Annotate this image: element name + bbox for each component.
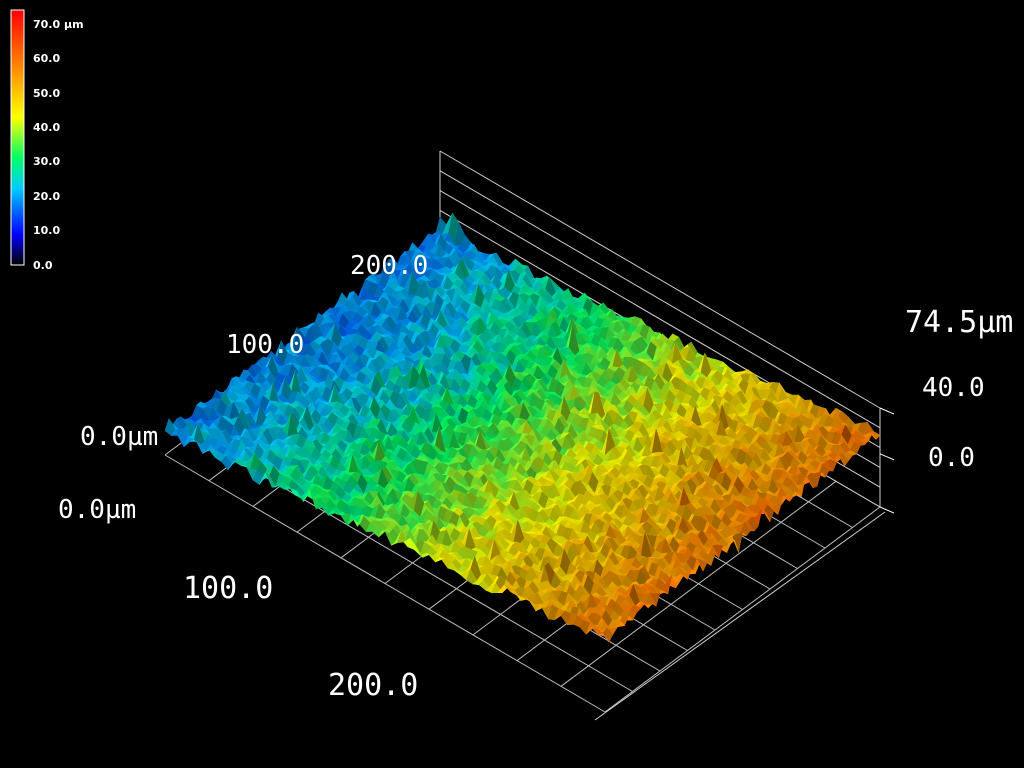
y-axis-tick-label: 0.0µm bbox=[80, 422, 158, 452]
legend-tick-label: 10.0 bbox=[33, 224, 60, 237]
z-tick-mark bbox=[879, 506, 895, 514]
grid-line bbox=[594, 511, 886, 721]
wall-grid-line bbox=[439, 150, 881, 409]
wall-grid-line bbox=[439, 170, 881, 429]
x-axis-tick-label: 200.0 bbox=[328, 668, 418, 703]
legend: 70.0 µm 60.0 50.0 40.0 30.0 20.0 10.0 0.… bbox=[10, 9, 84, 272]
legend-tick-label: 40.0 bbox=[33, 121, 60, 134]
grid-line bbox=[604, 506, 881, 713]
legend-tick-label: 20.0 bbox=[33, 190, 60, 203]
z-axis-tick-label: 0.0 bbox=[928, 443, 975, 473]
grid-line bbox=[560, 480, 837, 687]
x-axis-tick-label: 0.0µm bbox=[58, 495, 136, 525]
legend-tick-label: 50.0 bbox=[33, 87, 60, 100]
z-tick-mark bbox=[879, 453, 895, 461]
legend-tick-label: 60.0 bbox=[33, 52, 60, 65]
legend-color-bar bbox=[10, 9, 25, 266]
x-axis-tick-label: 100.0 bbox=[183, 571, 273, 606]
z-tick-mark bbox=[879, 407, 895, 415]
legend-tick-label: 0.0 bbox=[33, 259, 53, 272]
y-axis-tick-label: 100.0 bbox=[226, 330, 304, 360]
legend-tick-label: 30.0 bbox=[33, 155, 60, 168]
height-surface bbox=[164, 212, 881, 643]
legend-tick-label: 70.0 µm bbox=[33, 18, 84, 31]
z-axis-tick-label: 40.0 bbox=[922, 373, 985, 403]
y-axis-tick-label: 200.0 bbox=[350, 251, 428, 281]
z-axis-tick-label: 74.5µm bbox=[905, 305, 1013, 340]
